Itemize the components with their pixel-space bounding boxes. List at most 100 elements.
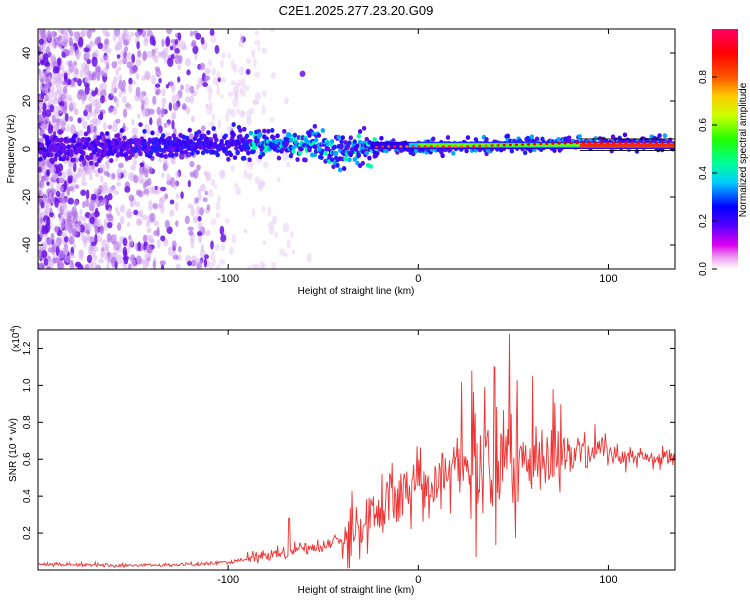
heatmap-cell bbox=[235, 187, 241, 196]
heatmap-cell bbox=[557, 142, 561, 145]
heatmap-cell bbox=[356, 133, 361, 139]
heatmap-cell bbox=[248, 130, 254, 136]
heatmap-cell bbox=[245, 58, 252, 64]
heatmap-cell bbox=[464, 148, 469, 154]
heatmap-cell bbox=[199, 249, 206, 259]
heatmap-cell bbox=[238, 66, 245, 76]
heatmap-cell bbox=[42, 147, 47, 153]
heatmap-cell bbox=[411, 145, 415, 148]
heatmap-cell bbox=[228, 246, 234, 255]
heatmap-cell bbox=[116, 137, 122, 143]
heatmap-cell bbox=[85, 236, 91, 243]
heatmap-cell bbox=[257, 181, 264, 192]
heatmap-cell bbox=[157, 238, 161, 249]
heatmap-cell bbox=[80, 32, 85, 38]
heatmap-cell bbox=[223, 133, 228, 139]
heatmap-cell bbox=[59, 221, 66, 229]
heatmap-cell bbox=[209, 29, 215, 36]
heatmap-cell bbox=[224, 218, 230, 224]
heatmap-cell bbox=[136, 144, 142, 150]
heatmap-cell bbox=[187, 203, 194, 209]
heatmap-cell bbox=[137, 173, 144, 184]
heatmap-cell bbox=[170, 153, 175, 158]
heatmap-cell bbox=[212, 77, 219, 85]
heatmap-cell bbox=[275, 133, 280, 139]
heatmap-cell bbox=[335, 162, 340, 168]
heatmap-cell bbox=[99, 83, 103, 93]
heatmap-cell bbox=[466, 144, 470, 148]
heatmap-cell bbox=[74, 107, 78, 116]
heatmap-cell bbox=[131, 80, 136, 86]
heatmap-cell bbox=[228, 152, 234, 158]
heatmap-cell bbox=[257, 45, 261, 51]
heatmap-cell bbox=[115, 97, 120, 108]
heatmap-cell bbox=[364, 150, 369, 156]
heatmap-cell bbox=[158, 77, 162, 84]
heatmap-cell bbox=[46, 237, 53, 247]
heatmap-cell bbox=[54, 112, 60, 120]
heatmap-cell bbox=[64, 254, 68, 261]
heatmap-cell bbox=[243, 228, 248, 234]
heatmap-cell bbox=[187, 260, 192, 267]
heatmap-cell bbox=[112, 34, 117, 42]
heatmap-cell bbox=[207, 85, 212, 92]
heatmap-cell bbox=[68, 236, 75, 245]
heatmap-cell bbox=[111, 80, 117, 91]
heatmap-cell bbox=[634, 149, 640, 154]
heatmap-cell bbox=[78, 146, 83, 151]
heatmap-cell bbox=[78, 129, 84, 137]
heatmap-cell bbox=[152, 39, 156, 47]
heatmap-cell bbox=[236, 140, 242, 146]
heatmap-cell bbox=[149, 238, 154, 244]
heatmap-cell bbox=[77, 36, 84, 47]
heatmap-cell bbox=[156, 106, 161, 116]
heatmap-cell bbox=[70, 62, 76, 72]
heatmap-cell bbox=[42, 53, 49, 60]
heatmap-cell bbox=[200, 150, 206, 156]
heatmap-cell bbox=[135, 189, 142, 196]
heatmap-cell bbox=[55, 190, 61, 197]
heatmap-cell bbox=[144, 163, 150, 171]
heatmap-cell bbox=[232, 86, 239, 95]
heatmap-cell bbox=[262, 240, 267, 246]
heatmap-cell bbox=[120, 87, 126, 92]
heatmap-cell bbox=[102, 67, 108, 77]
heatmap-cell bbox=[89, 160, 94, 166]
snr-ytick-label: 0.4 bbox=[22, 489, 33, 503]
heatmap-cell bbox=[66, 211, 73, 219]
heatmap-cell bbox=[99, 227, 103, 233]
heatmap-cell bbox=[539, 142, 543, 146]
heatmap-cell bbox=[195, 32, 202, 40]
heatmap-cell bbox=[533, 142, 537, 146]
heatmap-cell bbox=[263, 161, 269, 169]
heatmap-cell bbox=[178, 245, 182, 253]
heatmap-cell bbox=[174, 38, 179, 46]
heatmap-cell bbox=[168, 102, 173, 112]
heatmap-cell bbox=[96, 234, 103, 243]
heatmap-cell bbox=[484, 144, 488, 147]
heatmap-cell bbox=[312, 123, 318, 129]
heatmap-cell bbox=[167, 135, 172, 141]
heatmap-cell bbox=[131, 118, 135, 126]
heatmap-cell bbox=[230, 109, 236, 118]
heatmap-cell bbox=[146, 50, 153, 59]
heatmap-cell bbox=[214, 45, 220, 54]
heatmap-cell bbox=[187, 226, 194, 231]
heatmap-cell bbox=[49, 104, 55, 113]
heatmap-cell bbox=[190, 115, 195, 123]
heatmap-cell bbox=[96, 74, 101, 81]
heatmap-cell bbox=[247, 265, 252, 269]
heatmap-cell bbox=[64, 112, 69, 122]
snr-ytick-label: 1.0 bbox=[22, 378, 33, 392]
heatmap-cell bbox=[52, 131, 57, 137]
heatmap-cell bbox=[86, 254, 93, 264]
heatmap-cell bbox=[47, 125, 54, 134]
heatmap-cell bbox=[45, 61, 51, 67]
heatmap-cell bbox=[69, 148, 74, 154]
heatmap-cell bbox=[142, 261, 147, 269]
heatmap-cell bbox=[662, 133, 668, 139]
heatmap-cell bbox=[82, 158, 87, 167]
heatmap-cell bbox=[160, 186, 167, 192]
heatmap-cell bbox=[593, 141, 598, 145]
heatmap-cell bbox=[53, 224, 59, 234]
